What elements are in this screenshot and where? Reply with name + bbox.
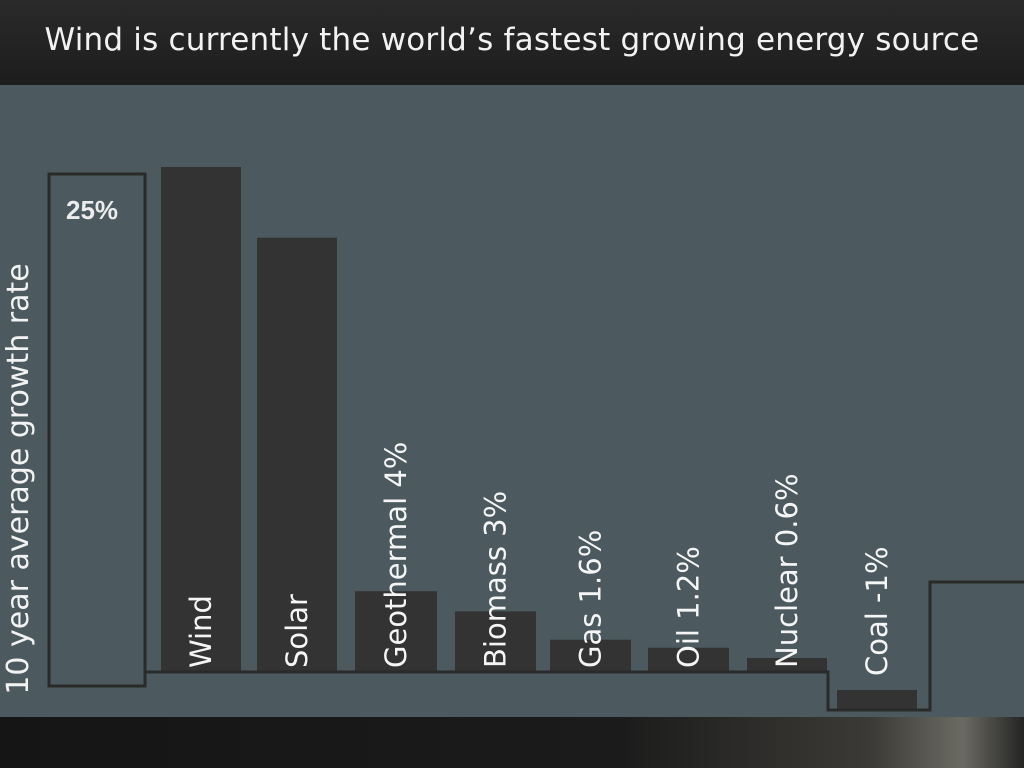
bar-wind xyxy=(161,167,241,672)
bar-label-oil: Oil 1.2% xyxy=(672,546,706,668)
bar-label-wind: Wind xyxy=(184,595,218,668)
reference-box-label: 25% xyxy=(66,195,118,225)
bar-gas xyxy=(550,639,631,672)
bar-labels-group: Wind Solar Geothermal 4% Biomass 3% Gas 1.6%… xyxy=(184,442,894,676)
bar-nuclear xyxy=(747,658,827,672)
bar-geothermal xyxy=(355,591,437,672)
slide-footer xyxy=(0,717,1024,768)
slide-header: Wind is currently the world’s fastest gr… xyxy=(0,0,1024,85)
bar-label-solar: Solar xyxy=(280,594,314,668)
bar-oil xyxy=(648,647,729,672)
bar-solar xyxy=(257,237,337,672)
bar-label-biomass: Biomass 3% xyxy=(479,491,513,668)
bar-label-geothermal: Geothermal 4% xyxy=(379,442,413,668)
bar-biomass xyxy=(455,611,536,672)
slide-title: Wind is currently the world’s fastest gr… xyxy=(44,22,980,58)
chart-panel: 10 year average growth rate 25% Wind Sola… xyxy=(0,85,1024,717)
y-axis-label: 10 year average growth rate xyxy=(1,263,36,694)
bar-label-nuclear: Nuclear 0.6% xyxy=(770,473,804,668)
bar-chart: 10 year average growth rate 25% Wind Sola… xyxy=(1,167,1024,712)
bar-coal xyxy=(837,690,917,711)
bars-group xyxy=(161,167,917,711)
reference-box-25-percent xyxy=(47,172,147,688)
bar-label-gas: Gas 1.6% xyxy=(574,530,608,668)
baseline-outline xyxy=(145,580,1024,712)
bar-label-coal: Coal -1% xyxy=(860,546,894,676)
